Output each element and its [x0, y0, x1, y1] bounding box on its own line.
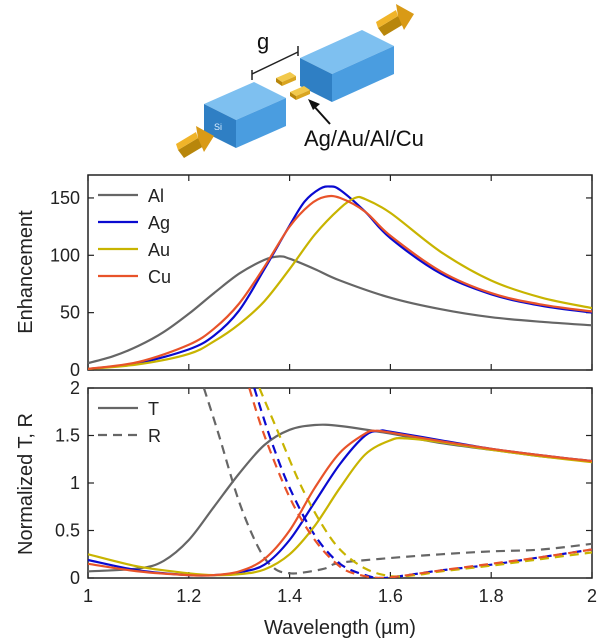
legend-label: R [148, 426, 161, 446]
series-line [88, 437, 592, 577]
series-line [88, 429, 592, 577]
series-line [253, 388, 592, 578]
y-axis-label: Normalized T, R [15, 413, 37, 555]
y-tick-label: 100 [50, 245, 80, 265]
y-tick-label: 150 [50, 188, 80, 208]
series-line-al [88, 255, 592, 365]
legend-label: Au [148, 240, 170, 260]
output-arrow-icon [376, 4, 414, 36]
legend-label: Al [148, 186, 164, 206]
y-tick-label: 2 [70, 378, 80, 398]
schematic: Si g Ag/Au/Al/Cu [176, 4, 424, 158]
series-line [258, 388, 592, 578]
x-tick-label: 2 [587, 586, 597, 606]
transmission-reflection-plot: 0 0.5 1 1.5 2 1 1.2 1.4 1.6 1.8 2 TR Normalized T,… [15, 378, 597, 639]
x-tick-label: 1 [83, 586, 93, 606]
enhancement-plot: 0 50 100 150 Al Ag Au Cu Enhancement [15, 174, 593, 380]
series-line [202, 388, 592, 575]
gap-label: g [257, 29, 269, 54]
pointer-arrow-icon [308, 99, 331, 125]
series-line-au [88, 195, 592, 370]
block-label: Si [214, 122, 222, 132]
gap-bracket [251, 46, 299, 80]
input-arrow-icon [176, 126, 214, 158]
x-tick-label: 1.6 [378, 586, 403, 606]
plot-frame [87, 174, 593, 371]
material-label: Ag/Au/Al/Cu [304, 126, 424, 151]
series-line-cu [88, 194, 592, 370]
x-tick-label: 1.2 [176, 586, 201, 606]
y-tick-label: 0 [70, 360, 80, 380]
y-axis-label: Enhancement [15, 210, 37, 334]
legend-label: Ag [148, 213, 170, 233]
series-line [248, 388, 592, 578]
y-tick-label: 1.5 [55, 426, 80, 446]
y-tick-label: 50 [60, 303, 80, 323]
x-tick-label: 1.8 [479, 586, 504, 606]
legend-label: T [148, 399, 159, 419]
x-axis-label: Wavelength (µm) [264, 617, 416, 639]
legend-label: Cu [148, 267, 171, 287]
y-tick-label: 0 [70, 568, 80, 588]
y-tick-label: 0.5 [55, 521, 80, 541]
right-waveguide [300, 30, 394, 102]
nanoantenna-pair [276, 72, 310, 100]
series-line-ag [88, 185, 592, 370]
left-waveguide: Si [204, 82, 286, 148]
x-tick-label: 1.4 [277, 586, 302, 606]
y-tick-label: 1 [70, 473, 80, 493]
